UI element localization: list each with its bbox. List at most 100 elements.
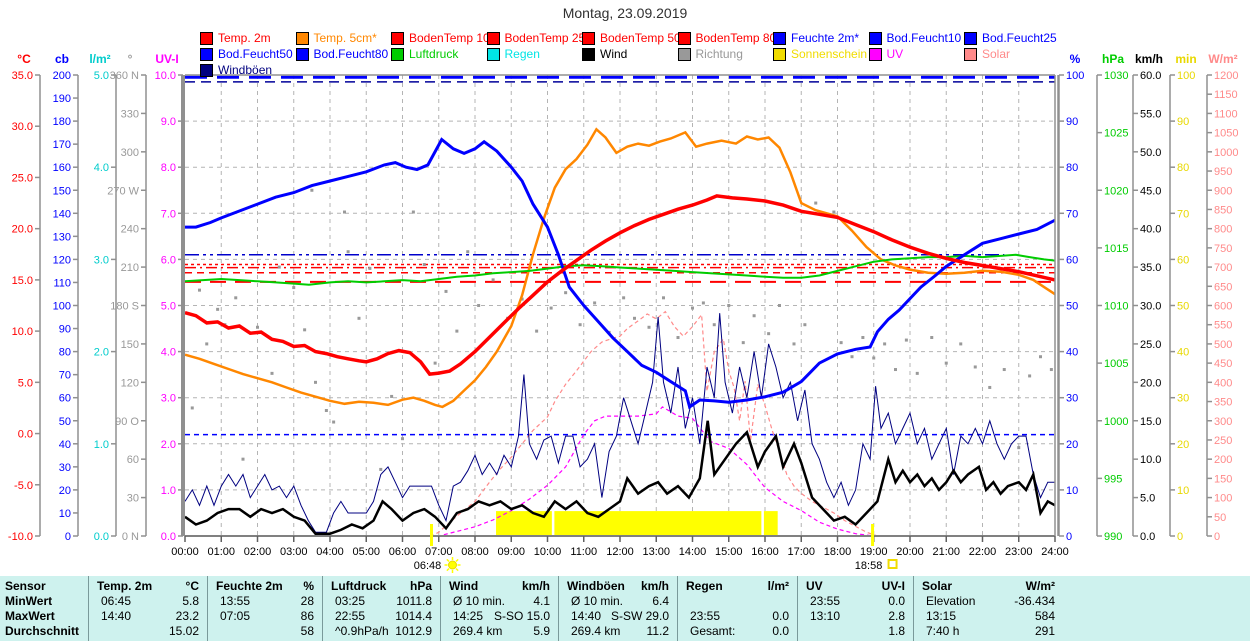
svg-text:1150: 1150 xyxy=(1214,89,1238,101)
svg-text:10: 10 xyxy=(1177,485,1189,497)
max-value: 2.8 xyxy=(888,609,905,623)
svg-text:80: 80 xyxy=(1177,162,1189,174)
legend-label: BodenTemp 50 xyxy=(600,31,681,45)
svg-text:990: 990 xyxy=(1104,531,1122,543)
min-time: 13:55 xyxy=(220,594,251,608)
max-value: 23.2 xyxy=(175,609,199,623)
svg-text:23:00: 23:00 xyxy=(1005,546,1033,558)
svg-text:800: 800 xyxy=(1214,224,1232,236)
svg-text:1025: 1025 xyxy=(1104,128,1128,140)
svg-text:270 W: 270 W xyxy=(107,185,139,197)
sensor-name: Solar xyxy=(922,579,953,593)
svg-text:5.0: 5.0 xyxy=(94,70,109,82)
svg-text:°: ° xyxy=(128,52,133,66)
stats-table: Sensor MinWert MaxWert Durchschnitt Temp. 2m… xyxy=(0,576,1250,641)
svg-text:W/m²: W/m² xyxy=(1208,52,1237,66)
svg-text:1200: 1200 xyxy=(1214,70,1238,82)
axis-w-m: 1200115011001050100095090085080075070065… xyxy=(1206,52,1238,543)
legend-label: BodenTemp 10 xyxy=(409,31,490,45)
legend-item-bod-feucht80: Bod.Feucht80 xyxy=(295,47,388,61)
max-time: 14:25 xyxy=(453,609,484,623)
svg-text:900: 900 xyxy=(1214,185,1232,197)
sensor-name: Wind xyxy=(449,579,479,593)
svg-text:20: 20 xyxy=(59,485,71,497)
svg-text:0.0: 0.0 xyxy=(94,531,109,543)
max-value: 0.0 xyxy=(772,609,789,623)
series-uv xyxy=(185,406,1055,537)
svg-text:10.0: 10.0 xyxy=(12,326,33,338)
svg-text:10.0: 10.0 xyxy=(1140,454,1161,466)
svg-text:1010: 1010 xyxy=(1104,301,1128,313)
svg-text:16:00: 16:00 xyxy=(751,546,779,558)
svg-text:0: 0 xyxy=(1214,531,1220,543)
svg-text:hPa: hPa xyxy=(1102,52,1124,66)
avg-value: 1012.9 xyxy=(395,624,432,638)
legend-label: Windböen xyxy=(218,63,273,77)
legend-item-bodentemp-80: BodenTemp 80 xyxy=(677,31,776,45)
svg-text:5.0: 5.0 xyxy=(161,301,176,313)
series-richtung xyxy=(190,188,1053,471)
table-column-windb-en: Windböen km/h Ø 10 min. 6.4 14:40 S-SW 29.0 26… xyxy=(558,576,677,641)
svg-text:19:00: 19:00 xyxy=(860,546,888,558)
svg-text:1020: 1020 xyxy=(1104,185,1128,197)
svg-text:06:00: 06:00 xyxy=(389,546,417,558)
svg-text:05:00: 05:00 xyxy=(352,546,380,558)
min-value: 1011.8 xyxy=(396,594,432,608)
min-value: 4.1 xyxy=(533,594,550,608)
svg-text:10.0: 10.0 xyxy=(155,70,176,82)
axis-uv-i: 10.0 9.0 8.0 7.0 6.0 5.0 4.0 3.0 2.0 1.0 0.0 UV-I xyxy=(155,52,184,543)
avg-value: 5.9 xyxy=(533,624,550,638)
legend-swatch-bod-feucht50 xyxy=(200,47,213,61)
avg-label xyxy=(89,624,101,639)
svg-text:0.0: 0.0 xyxy=(1140,531,1155,543)
svg-text:4.0: 4.0 xyxy=(94,162,109,174)
legend-item-temp-2m: Temp. 2m xyxy=(200,31,271,45)
svg-text:110: 110 xyxy=(53,277,71,289)
svg-text:1100: 1100 xyxy=(1214,108,1238,120)
svg-text:35.0: 35.0 xyxy=(1140,262,1161,274)
svg-text:4.0: 4.0 xyxy=(161,347,176,359)
legend-swatch-feuchte-2m xyxy=(773,31,786,45)
legend-swatch-bodentemp-80 xyxy=(677,31,691,45)
svg-text:22:00: 22:00 xyxy=(969,546,997,558)
svg-text:995: 995 xyxy=(1104,473,1122,485)
axis-: 360 N 330 300 270 W 240 210 180 S 150 120 90 O 60 3… xyxy=(107,52,147,543)
svg-text:20: 20 xyxy=(1177,439,1189,451)
row-label: MaxWert xyxy=(5,609,55,623)
series-luftdruck xyxy=(184,253,1056,286)
svg-text:60: 60 xyxy=(127,454,139,466)
min-time xyxy=(678,594,690,609)
svg-text:2.0: 2.0 xyxy=(94,347,109,359)
min-time: 03:25 xyxy=(335,594,366,608)
sensor-unit: % xyxy=(303,579,314,593)
svg-text:1050: 1050 xyxy=(1214,128,1238,140)
svg-text:1.0: 1.0 xyxy=(161,485,176,497)
svg-text:%: % xyxy=(1070,52,1081,66)
legend-label: Temp. 5cm* xyxy=(313,31,377,45)
min-time: 06:45 xyxy=(101,594,132,608)
table-column-luftdruck: Luftdruck hPa 03:25 1011.8 22:55 1014.4 ^0.9hP… xyxy=(322,576,440,641)
svg-text:15.0: 15.0 xyxy=(12,275,33,287)
svg-text:50: 50 xyxy=(1177,301,1189,313)
svg-text:°C: °C xyxy=(17,52,31,66)
axis-c: 35.0 30.0 25.0 20.0 15.0 10.0 5.0 0.0 -5.0 -10.0 °… xyxy=(8,52,41,543)
svg-text:330: 330 xyxy=(121,108,139,120)
avg-label: Gesamt: xyxy=(690,624,736,638)
svg-text:km/h: km/h xyxy=(1135,52,1163,66)
min-time: Ø 10 min. xyxy=(571,594,624,608)
svg-text:3.0: 3.0 xyxy=(94,254,109,266)
svg-text:06:48: 06:48 xyxy=(414,560,442,572)
svg-text:50: 50 xyxy=(1066,301,1078,313)
svg-text:650: 650 xyxy=(1214,281,1232,293)
row-label: MinWert xyxy=(5,594,53,608)
svg-text:20:00: 20:00 xyxy=(896,546,924,558)
svg-text:100: 100 xyxy=(1177,70,1195,82)
svg-text:70: 70 xyxy=(59,370,71,382)
sensor-name: UV xyxy=(806,579,823,593)
legend-item-richtung: Richtung xyxy=(677,47,743,61)
table-column-feuchte-2m: Feuchte 2m% 13:55 28 07:05 86 58 xyxy=(207,576,322,641)
svg-text:UV-I: UV-I xyxy=(155,52,178,66)
svg-text:-10.0: -10.0 xyxy=(8,531,33,543)
legend-item-windb-en: Windböen xyxy=(200,63,272,77)
sunrise-marker: 06:48 xyxy=(414,524,461,573)
